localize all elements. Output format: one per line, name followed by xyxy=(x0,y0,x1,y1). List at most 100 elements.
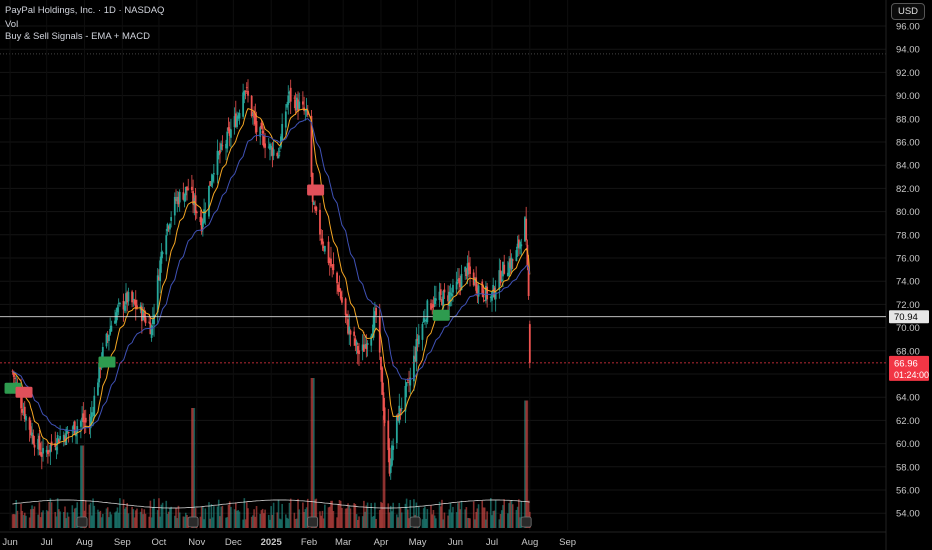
volume-bar xyxy=(49,498,52,528)
volume-bar xyxy=(263,513,265,528)
x-tick-label: Sep xyxy=(114,537,131,548)
volume-bar xyxy=(142,514,144,528)
candle-body xyxy=(323,245,326,252)
candle-body xyxy=(173,196,176,216)
volume-bar xyxy=(448,509,451,528)
candle-body xyxy=(455,281,458,290)
candle-body xyxy=(220,143,223,150)
price-axis[interactable]: 96.00 94.00 92.00 90.00 88.00 86.00 84.00 82.00… xyxy=(889,22,929,520)
volume-bar xyxy=(520,500,523,528)
volume-bar xyxy=(511,504,514,528)
volume-bar xyxy=(184,512,187,528)
volume-bar xyxy=(131,506,133,528)
candle-body xyxy=(491,292,493,301)
candle-body xyxy=(327,241,330,263)
x-tick-label: Aug xyxy=(76,537,93,548)
volume-bar xyxy=(380,501,382,528)
volume-bar xyxy=(405,498,408,528)
y-tick-label: 80.00 xyxy=(896,207,920,218)
x-tick-label: Apr xyxy=(374,537,389,548)
candle-body xyxy=(28,417,31,430)
candle-body xyxy=(452,284,454,293)
y-tick-label: 86.00 xyxy=(896,138,920,149)
volume-bar xyxy=(297,498,299,528)
candle-body xyxy=(148,321,151,323)
time-axis[interactable]: Jun Jul Aug Sep Oct Nov Dec 2025 Feb Mar Apr May Jun… xyxy=(2,537,576,548)
candle-body xyxy=(511,259,514,261)
candle-body xyxy=(201,221,204,228)
volume-bar xyxy=(133,517,136,528)
candle-body xyxy=(373,311,376,318)
x-tick-label: Dec xyxy=(225,537,242,548)
volume-bar xyxy=(148,516,150,528)
volume-bar xyxy=(502,505,504,528)
volume-indicator-label[interactable]: Vol xyxy=(5,19,19,30)
candle-body xyxy=(123,305,126,311)
volume-bar xyxy=(361,516,364,528)
candle-body xyxy=(186,186,188,191)
candle-body xyxy=(169,223,171,230)
candle-body xyxy=(465,269,468,277)
candle-body xyxy=(153,314,155,325)
candle-body xyxy=(483,300,486,302)
candle-body xyxy=(422,318,425,323)
candle-body xyxy=(114,320,116,324)
candle-body xyxy=(253,110,255,118)
volume-bar xyxy=(503,499,505,528)
candle-body xyxy=(271,147,274,156)
candle-body xyxy=(286,104,288,108)
volume-bar xyxy=(370,502,373,528)
volume-bar xyxy=(50,502,53,528)
volume-bar xyxy=(230,506,232,528)
candle-body xyxy=(22,411,25,413)
candle-body xyxy=(277,155,280,159)
x-tick-label: Jun xyxy=(448,537,463,548)
candle-body xyxy=(38,435,41,450)
candle-body xyxy=(458,278,460,283)
candle-body xyxy=(55,447,58,451)
volume-bar xyxy=(166,513,169,528)
earnings-icon xyxy=(520,516,532,528)
candle-body xyxy=(98,362,101,383)
volume-bar xyxy=(25,515,27,528)
candle-body xyxy=(474,278,476,283)
candle-body xyxy=(58,439,60,443)
candle-body xyxy=(125,293,127,305)
candle-body xyxy=(42,448,44,454)
candle-body xyxy=(293,97,296,99)
volume-bar xyxy=(144,513,147,528)
candle-body xyxy=(212,173,215,175)
buy-signal-tag xyxy=(432,309,450,321)
y-tick-label: 76.00 xyxy=(896,254,920,265)
volume-bar xyxy=(261,508,264,528)
volume-bar xyxy=(149,500,152,528)
volume-bar xyxy=(41,512,43,528)
volume-bar xyxy=(250,516,253,528)
volume-bar xyxy=(143,509,146,528)
candle-body xyxy=(151,319,154,325)
volume-bar xyxy=(192,408,194,528)
signals-indicator-label[interactable]: Buy & Sell Signals - EMA + MACD xyxy=(5,31,150,42)
volume-bar xyxy=(153,498,155,528)
candle-body xyxy=(117,303,120,305)
volume-bar xyxy=(33,506,36,528)
volume-bar xyxy=(247,508,249,528)
candle-body xyxy=(190,186,193,191)
volume-bar xyxy=(510,500,513,528)
currency-button[interactable]: USD xyxy=(891,3,925,20)
candle-body xyxy=(388,447,391,474)
candle-body xyxy=(217,152,220,156)
candle-body xyxy=(449,292,452,295)
candle-body xyxy=(398,405,401,423)
candle-body xyxy=(187,188,190,190)
volume-bar xyxy=(469,518,471,528)
volume-bar xyxy=(243,498,246,528)
volume-bar xyxy=(421,519,424,528)
candle-body xyxy=(166,223,169,232)
candle-body xyxy=(236,116,238,127)
volume-bar xyxy=(485,519,487,528)
volume-bar xyxy=(72,512,75,528)
volume-bar xyxy=(493,510,496,528)
candle-body xyxy=(199,216,202,223)
